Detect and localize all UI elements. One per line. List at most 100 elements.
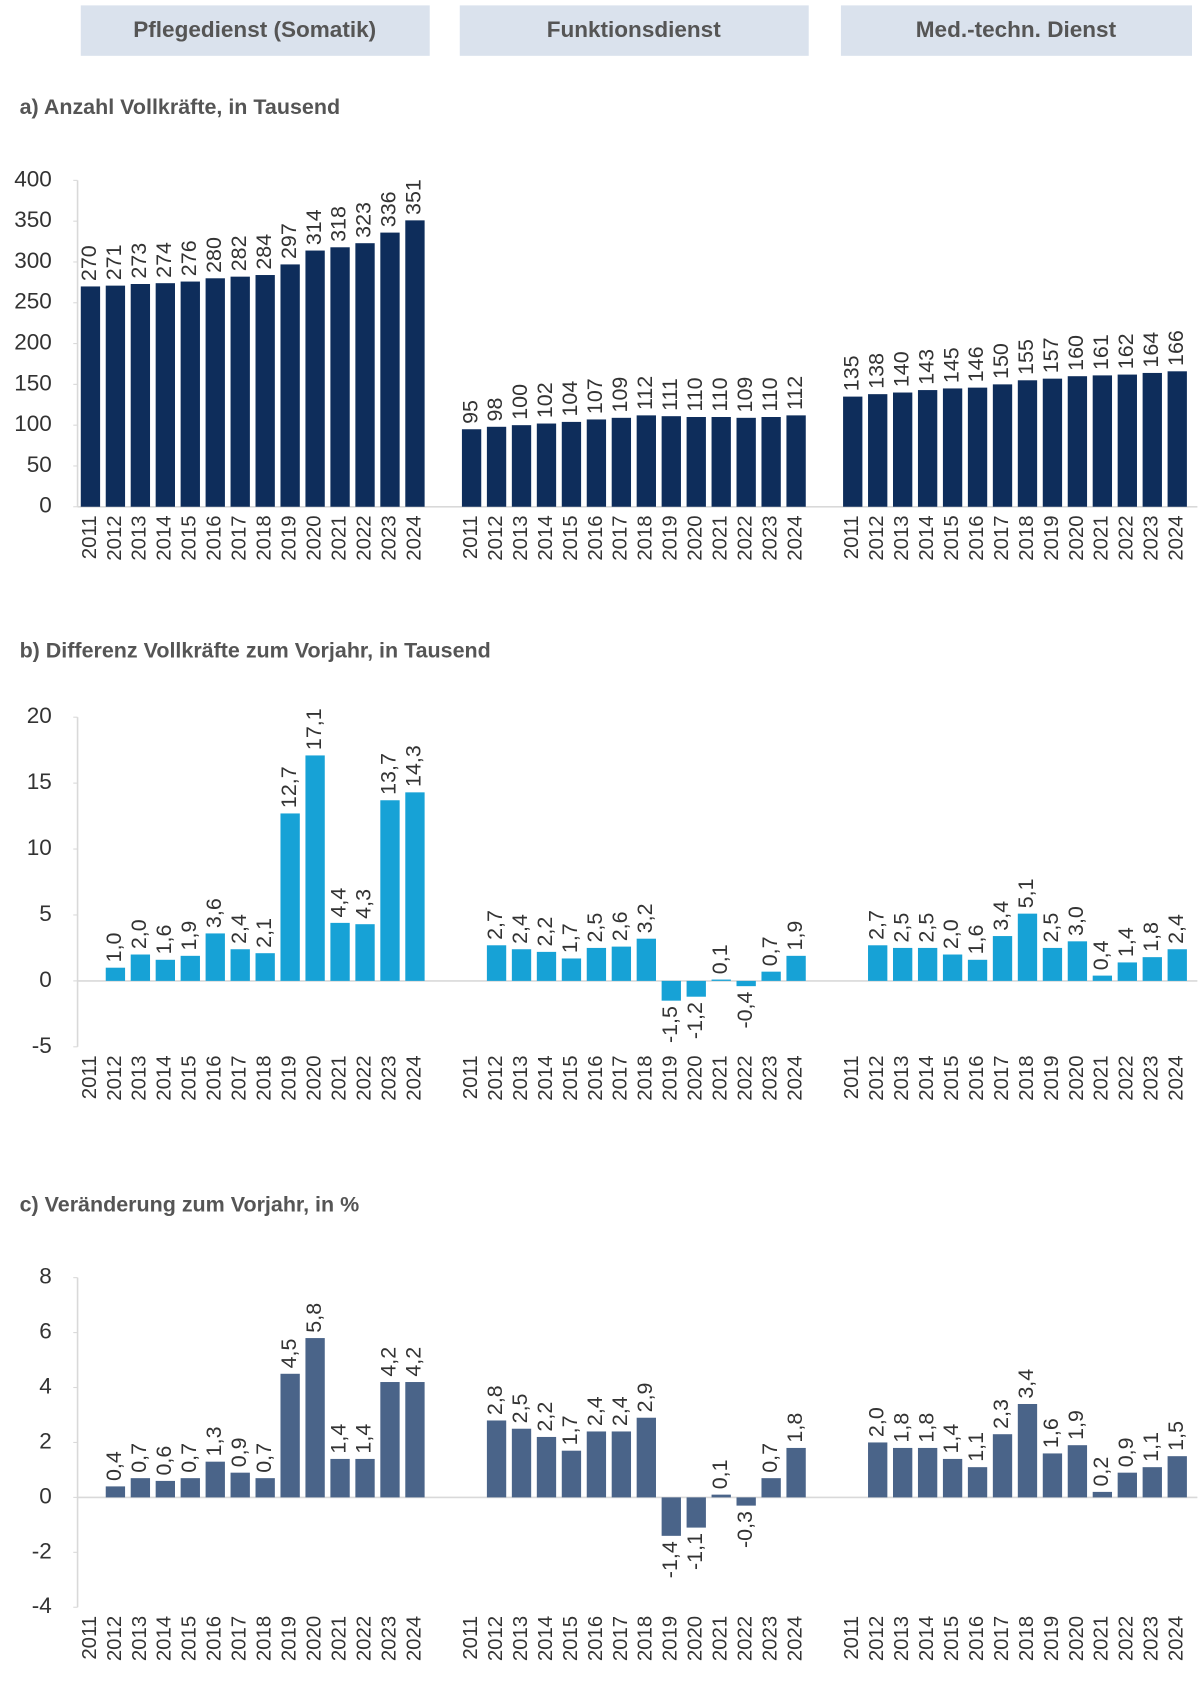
bar [611, 1431, 632, 1498]
x-tick-label: 2014 [535, 515, 557, 560]
value-label: 2,0 [939, 919, 963, 949]
x-tick-label: 2019 [279, 1616, 301, 1661]
x-tick-label: 2021 [710, 1055, 732, 1100]
bar [636, 938, 656, 981]
value-label: -1,1 [683, 1533, 707, 1570]
value-label: 271 [102, 244, 126, 280]
x-tick-label: 2023 [378, 1616, 400, 1661]
value-label: 140 [889, 351, 913, 387]
value-label: 282 [227, 235, 251, 271]
x-tick-label: 2019 [660, 1616, 682, 1661]
value-label: 2,7 [483, 910, 507, 940]
x-tick-label: 2020 [1066, 1055, 1088, 1100]
value-label: 1,8 [783, 1413, 807, 1443]
bar [355, 1458, 375, 1498]
value-label: -1,5 [658, 1006, 682, 1043]
bar [1042, 1453, 1063, 1498]
value-label: -0,4 [733, 991, 757, 1028]
value-label: 2,5 [583, 913, 607, 943]
bar [736, 980, 756, 987]
x-tick-label: 2018 [254, 515, 276, 560]
bar [868, 394, 888, 507]
y-tick-label: 50 [27, 452, 52, 477]
x-tick-label: 2020 [685, 1616, 707, 1661]
value-label: 2,9 [633, 1383, 657, 1413]
value-label: 0,1 [708, 944, 732, 974]
value-label: 110 [758, 377, 782, 411]
bar [942, 1458, 963, 1498]
value-label: 164 [1139, 332, 1163, 368]
bar [892, 1447, 913, 1498]
bar [255, 953, 275, 981]
value-label: 0,7 [177, 1443, 201, 1473]
value-label: 0,7 [758, 1443, 782, 1473]
value-label: 4,3 [352, 889, 376, 919]
bar [636, 1417, 656, 1498]
bar [305, 755, 325, 981]
bar [305, 250, 325, 507]
value-label: 0,7 [127, 1443, 151, 1473]
value-label: 3,2 [633, 903, 657, 933]
x-tick-label: 2016 [966, 1616, 988, 1661]
x-tick-label: 2021 [1091, 1616, 1113, 1661]
value-label: 0,1 [708, 1459, 732, 1489]
x-tick-label: 2018 [1016, 1616, 1038, 1661]
bar [868, 1442, 888, 1498]
bar [561, 421, 582, 507]
bar [686, 980, 706, 997]
x-tick-label: 2012 [866, 515, 888, 560]
y-tick-label: -5 [32, 1033, 52, 1058]
value-label: 1,9 [783, 921, 807, 951]
bar [405, 792, 425, 981]
x-tick-label: 2015 [179, 1616, 201, 1661]
value-label: 1,6 [1039, 1418, 1063, 1448]
x-tick-label: 2014 [916, 1616, 938, 1661]
x-tick-label: 2011 [79, 515, 101, 559]
value-label: 150 [989, 343, 1013, 379]
group-header: Funktionsdienst [547, 17, 721, 42]
bar [1042, 947, 1063, 981]
value-label: 2,5 [508, 1393, 532, 1423]
value-label: 3,4 [1014, 1369, 1038, 1399]
y-tick-label: 20 [27, 703, 52, 728]
value-label: 3,0 [1064, 906, 1088, 936]
bar [1167, 371, 1187, 507]
value-label: 4,4 [327, 888, 351, 918]
bar [711, 979, 731, 981]
x-tick-label: 2014 [535, 1616, 557, 1661]
group-header: Pflegedienst (Somatik) [133, 17, 376, 42]
bar [130, 1478, 151, 1498]
bar [130, 954, 151, 981]
bar [868, 945, 888, 981]
panel-title: c) Veränderung zum Vorjahr, in % [20, 1192, 360, 1216]
x-tick-label: 2015 [560, 515, 582, 560]
x-tick-label: 2013 [891, 1616, 913, 1661]
value-label: 14,3 [402, 745, 426, 787]
x-tick-label: 2011 [79, 1055, 101, 1099]
bar [942, 954, 963, 981]
value-label: 2,4 [508, 914, 532, 944]
bar [1017, 1403, 1038, 1498]
value-label: 1,5 [1164, 1421, 1188, 1451]
value-label: 109 [608, 377, 632, 413]
x-tick-label: 2022 [1116, 1616, 1138, 1661]
y-tick-label: 0 [39, 493, 52, 518]
bar [917, 390, 938, 507]
value-label: 160 [1064, 335, 1088, 371]
x-tick-label: 2018 [635, 1055, 657, 1100]
x-tick-label: 2015 [560, 1616, 582, 1661]
bar [711, 1494, 731, 1498]
y-tick-label: 350 [14, 207, 52, 232]
value-label: 2,0 [864, 1407, 888, 1437]
bar [1067, 941, 1088, 981]
bar [661, 980, 681, 1001]
bar [380, 800, 400, 981]
bar [661, 416, 681, 507]
value-label: -0,3 [733, 1511, 757, 1548]
bar [155, 959, 175, 981]
bar [105, 285, 126, 507]
x-tick-label: 2019 [279, 515, 301, 560]
x-tick-label: 2024 [784, 1616, 806, 1661]
x-tick-label: 2021 [328, 1616, 350, 1661]
value-label: 2,7 [864, 910, 888, 940]
